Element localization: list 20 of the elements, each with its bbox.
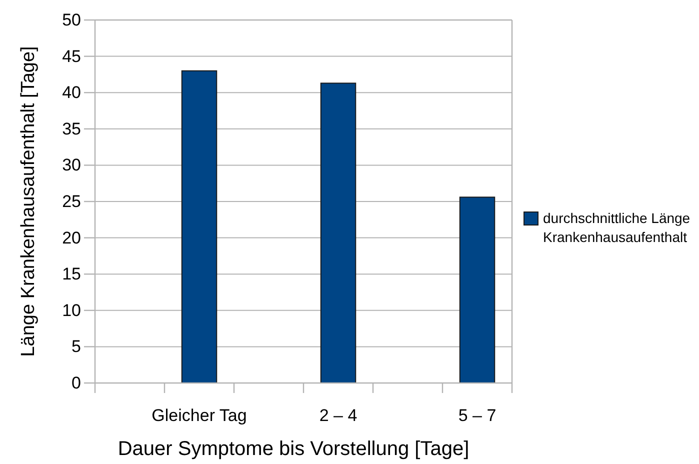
y-tick-label: 25 — [62, 192, 81, 211]
y-tick-label: 20 — [62, 228, 81, 248]
x-axis-title: Dauer Symptome bis Vorstellung [Tage] — [118, 438, 470, 460]
y-axis-title: Länge Krankenhausaufenthalt [Tage] — [18, 46, 39, 357]
y-tick-label: 35 — [62, 119, 81, 138]
y-tick-label: 45 — [62, 46, 81, 66]
y-tick-label: 30 — [62, 156, 81, 175]
y-tick-label: 50 — [62, 10, 81, 30]
y-tick-label: 40 — [62, 83, 81, 102]
bar — [181, 70, 218, 384]
x-tick-label: 5 – 7 — [458, 406, 496, 425]
bar — [459, 196, 496, 384]
bar — [320, 82, 356, 384]
y-tick-label: 0 — [72, 374, 81, 392]
y-tick-label: 5 — [72, 337, 81, 356]
legend-label: durchschnittliche Länge Krankenhausaufenthalt — [543, 209, 692, 247]
x-tick-label: 2 – 4 — [319, 406, 358, 425]
y-tick-label: 10 — [62, 300, 81, 320]
x-tick-label: Gleicher Tag — [152, 406, 247, 425]
y-tick-label: 15 — [62, 264, 81, 284]
